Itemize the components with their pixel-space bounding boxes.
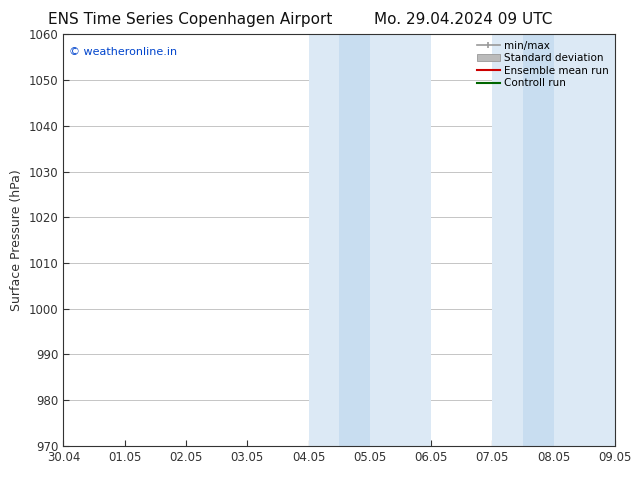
- Bar: [553, 34, 615, 446]
- Bar: [370, 34, 431, 446]
- Text: Mo. 29.04.2024 09 UTC: Mo. 29.04.2024 09 UTC: [373, 12, 552, 27]
- Y-axis label: Surface Pressure (hPa): Surface Pressure (hPa): [10, 169, 23, 311]
- Bar: [523, 34, 553, 446]
- Bar: [339, 34, 370, 446]
- Legend: min/max, Standard deviation, Ensemble mean run, Controll run: min/max, Standard deviation, Ensemble me…: [476, 40, 610, 89]
- Text: © weatheronline.in: © weatheronline.in: [69, 47, 177, 57]
- Bar: [493, 34, 523, 446]
- Bar: [309, 34, 339, 446]
- Text: ENS Time Series Copenhagen Airport: ENS Time Series Copenhagen Airport: [48, 12, 332, 27]
